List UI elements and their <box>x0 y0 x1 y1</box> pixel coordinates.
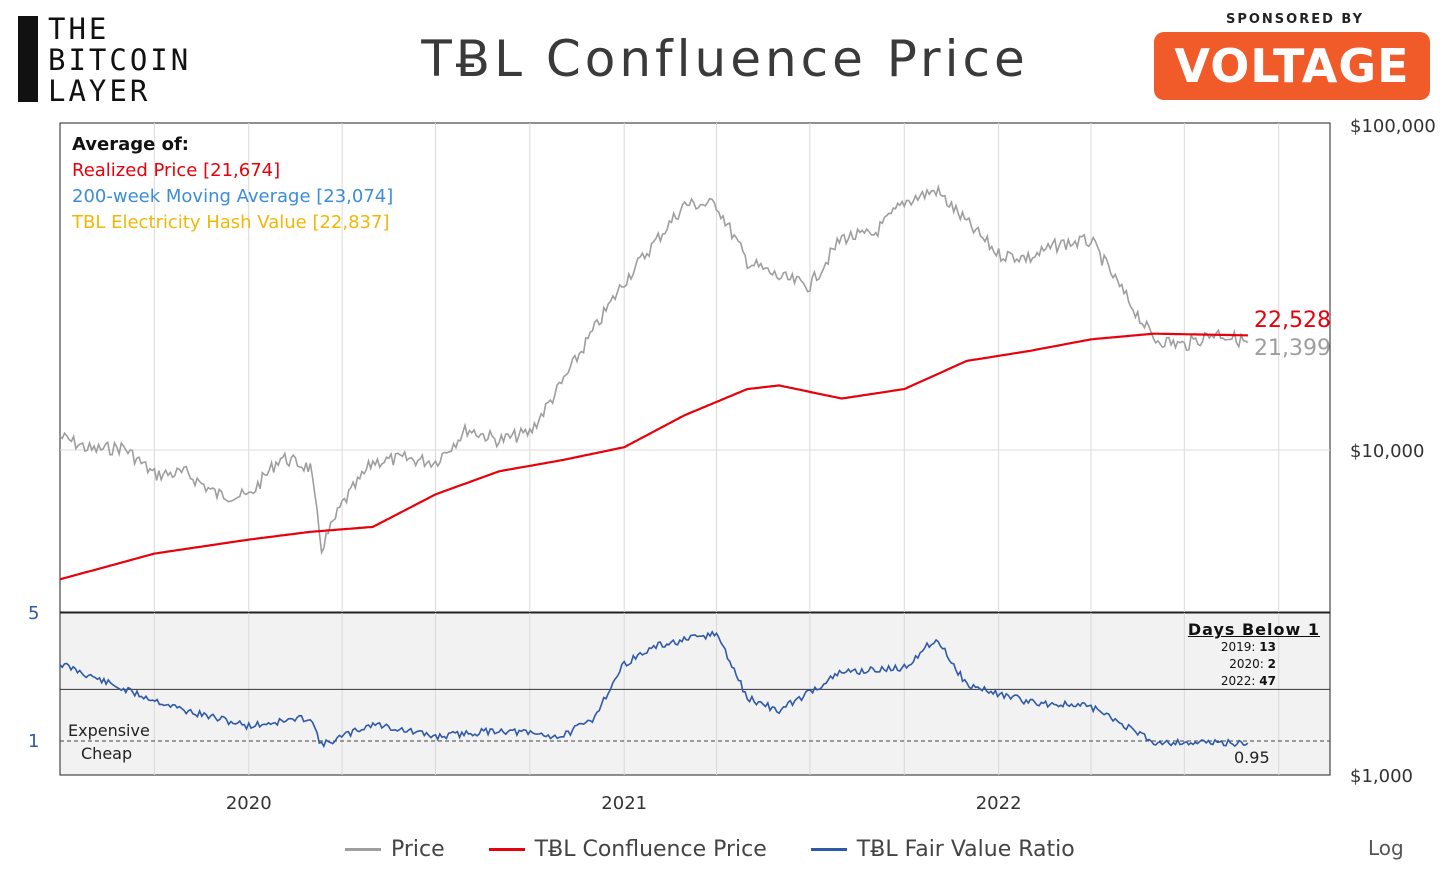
days-row: 2019: 13 <box>1168 639 1276 656</box>
days-row: 2022: 47 <box>1168 673 1276 690</box>
voltage-logo: VOLTAGE <box>1154 32 1430 100</box>
y-tick-label: $100,000 <box>1350 116 1436 137</box>
ratio-tick-label: 1 <box>28 731 39 752</box>
ratio-tick-label: 5 <box>28 603 39 624</box>
logo-text: THE BITCOIN LAYER <box>48 14 191 107</box>
y-tick-label: $10,000 <box>1350 441 1424 462</box>
x-tick-label: 2021 <box>601 793 647 814</box>
days-year: 2022: <box>1220 674 1256 688</box>
logo-line-2: BITCOIN <box>48 43 192 77</box>
ratio-series-line <box>59 630 1249 749</box>
logo-bar <box>18 16 38 102</box>
chart-title: TɃL Confluence Price <box>421 30 1029 88</box>
days-count: 2 <box>1267 657 1276 671</box>
days-year: 2019: <box>1220 640 1256 654</box>
days-year: 2020: <box>1229 657 1264 671</box>
price-last-value: 21,399 <box>1254 336 1331 361</box>
days-count: 47 <box>1259 674 1276 688</box>
days-row: 2020: 2 <box>1168 656 1276 673</box>
average-item-realized: Realized Price [21,674] <box>72 160 281 181</box>
the-bitcoin-layer-logo: THE BITCOIN LAYER <box>18 14 248 107</box>
days-below-box: Days Below 1 2019: 13 2020: 2 2022: 47 <box>1168 620 1320 690</box>
x-tick-label: 2022 <box>976 793 1022 814</box>
ratio-last-value: 0.95 <box>1234 748 1270 767</box>
days-count: 13 <box>1259 640 1276 654</box>
y-tick-label: $1,000 <box>1350 766 1413 787</box>
legend-swatch <box>810 847 847 851</box>
legend-item-fair-value: TɃL Fair Value Ratio <box>810 836 1075 862</box>
x-tick-label: 2020 <box>226 793 272 814</box>
price-series-line <box>59 183 1249 556</box>
scale-label: Log <box>1368 836 1404 860</box>
legend-label: TɃL Fair Value Ratio <box>856 836 1075 862</box>
legend-item-price: Price <box>345 837 445 862</box>
legend-label: TɃL Confluence Price <box>534 836 767 862</box>
days-below-title: Days Below 1 <box>1187 620 1320 639</box>
legend-swatch <box>345 847 381 851</box>
legend: Price TɃL Confluence Price TɃL Fair Valu… <box>345 834 1119 864</box>
average-heading: Average of: <box>72 134 190 155</box>
cheap-label: Cheap <box>81 744 132 763</box>
average-item-hash-value: TBL Electricity Hash Value [22,837] <box>72 212 390 233</box>
legend-swatch <box>488 847 525 851</box>
sponsor-label: SPONSORED BY <box>1225 12 1365 27</box>
expensive-label: Expensive <box>68 721 150 740</box>
confluence-last-value: 22,528 <box>1254 308 1331 333</box>
average-item-200wma: 200-week Moving Average [23,074] <box>72 186 394 207</box>
sponsor-name: VOLTAGE <box>1174 39 1410 93</box>
average-of-box: Average of: Realized Price [21,674] 200-… <box>72 132 393 236</box>
ratio-panel <box>59 612 1331 776</box>
legend-item-confluence: TɃL Confluence Price <box>488 836 767 862</box>
logo-line-1: THE <box>48 12 110 46</box>
logo-line-3: LAYER <box>48 74 151 108</box>
confluence-series-line <box>59 332 1248 581</box>
legend-label: Price <box>391 836 445 862</box>
